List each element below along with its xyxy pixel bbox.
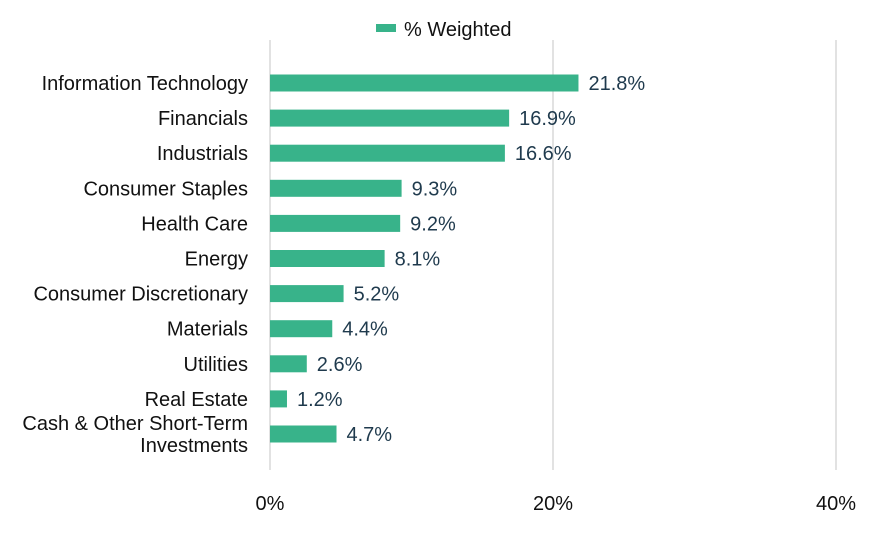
bar	[270, 144, 505, 162]
bar	[270, 355, 307, 373]
category-label: Consumer Staples	[83, 178, 248, 200]
value-label: 16.9%	[519, 108, 576, 130]
category-label: Health Care	[141, 213, 248, 235]
value-label: 16.6%	[515, 143, 572, 165]
bar	[270, 285, 344, 303]
value-label: 1.2%	[297, 389, 343, 411]
category-label: Information Technology	[42, 73, 248, 95]
bar	[270, 320, 333, 338]
legend-swatch	[376, 24, 396, 32]
bar	[270, 250, 385, 267]
value-label: 5.2%	[354, 284, 400, 306]
x-tick-label: 0%	[256, 493, 285, 515]
bar	[270, 74, 579, 92]
category-label: Cash & Other Short-Term Investments	[22, 413, 248, 457]
legend: % Weighted	[376, 19, 511, 41]
value-label: 4.7%	[347, 424, 393, 446]
value-label: 21.8%	[588, 73, 645, 95]
x-tick-label: 20%	[533, 493, 573, 515]
bar	[270, 109, 510, 127]
x-axis-tick-labels: 0% 20% 40%	[256, 493, 857, 515]
bars	[270, 74, 579, 443]
category-label: Real Estate	[145, 389, 248, 411]
category-label: Energy	[185, 249, 248, 271]
value-label: 4.4%	[342, 319, 388, 341]
bar	[270, 214, 401, 232]
category-label: Industrials	[157, 143, 248, 165]
x-tick-label: 40%	[816, 493, 856, 515]
legend-label: % Weighted	[404, 19, 511, 41]
bar	[270, 425, 337, 443]
value-label: 8.1%	[395, 249, 441, 271]
category-label: Financials	[158, 108, 248, 130]
bar	[270, 179, 402, 197]
category-label: Consumer Discretionary	[33, 284, 248, 306]
category-label: Utilities	[184, 354, 248, 376]
value-label: 9.2%	[410, 213, 456, 235]
category-label: Materials	[167, 319, 248, 341]
value-labels: 21.8% 16.9% 16.6% 9.3% 9.2% 8.1% 5.2% 4.4% 2.6% 1…	[297, 73, 645, 446]
bar	[270, 390, 287, 408]
value-label: 2.6%	[317, 354, 363, 376]
category-labels: Information Technology Financials Industri…	[22, 73, 248, 457]
value-label: 9.3%	[412, 178, 458, 200]
